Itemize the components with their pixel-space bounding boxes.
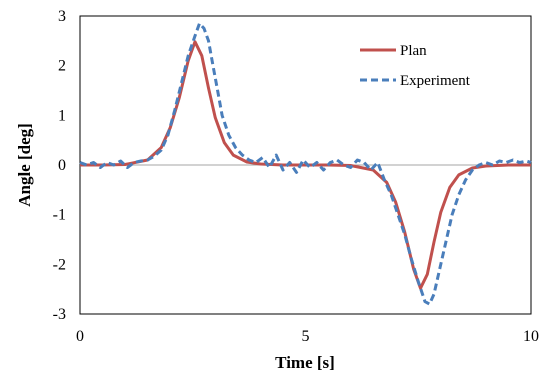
y-tick-label: -1 [53,207,66,224]
x-axis-title: Time [s] [275,353,335,372]
y-axis-title: Angle [deg] [15,123,34,207]
y-tick-label: 0 [58,157,66,174]
legend-label: Experiment [400,73,471,89]
y-tick-label: -2 [53,256,66,273]
y-tick-label: 1 [58,107,66,124]
y-axis-ticks: 3 2 1 0 -1 -2 -3 [53,8,66,323]
series-line-experiment [79,21,532,306]
x-tick-label: 5 [302,328,310,345]
legend-label: Plan [400,43,427,59]
x-tick-label: 10 [523,328,539,345]
series-layer [79,21,532,306]
x-tick-label: 0 [76,328,84,345]
y-tick-label: -3 [53,306,66,323]
series-line-plan [80,40,531,290]
y-tick-label: 3 [58,8,66,25]
x-axis-ticks: 0 5 10 [76,328,539,345]
y-tick-label: 2 [58,58,66,75]
legend: Plan Experiment [360,43,471,89]
